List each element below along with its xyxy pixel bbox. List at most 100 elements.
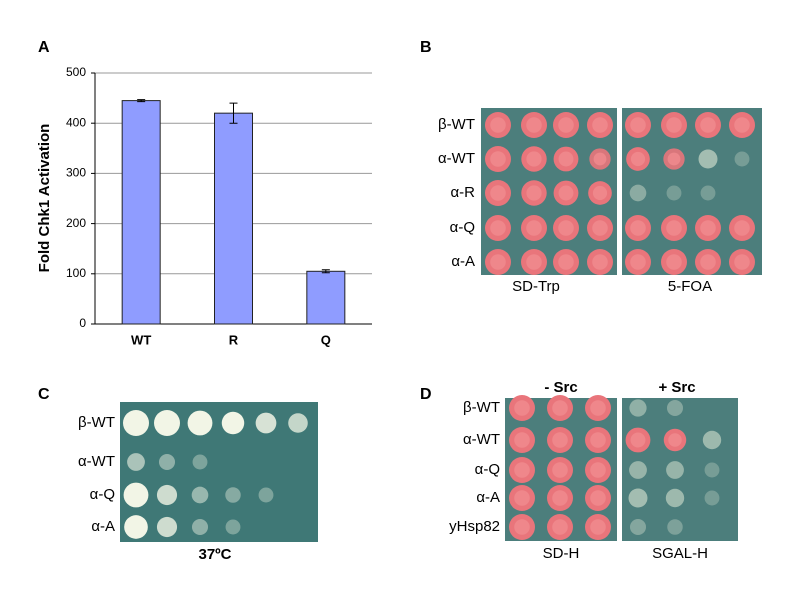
colony-highlight bbox=[514, 462, 530, 478]
colony-highlight bbox=[700, 220, 716, 236]
colony-highlight bbox=[514, 490, 530, 506]
colony-highlight bbox=[592, 117, 608, 133]
colony-highlight bbox=[668, 433, 682, 447]
error-bar bbox=[229, 102, 238, 124]
row-label: α-A bbox=[451, 253, 475, 270]
colony-highlight bbox=[630, 117, 646, 133]
column-header: - Src bbox=[544, 379, 577, 396]
bar bbox=[214, 112, 253, 325]
bar bbox=[121, 100, 161, 325]
condition-label: 37ºC bbox=[199, 546, 232, 563]
row-label: β-WT bbox=[463, 399, 500, 416]
colony-spot bbox=[666, 185, 682, 201]
colony-highlight bbox=[526, 117, 542, 133]
error-bar bbox=[137, 99, 146, 103]
colony-spot bbox=[123, 482, 149, 508]
row-label: α-Q bbox=[90, 486, 115, 503]
x-tick-label: Q bbox=[321, 332, 331, 347]
colony-highlight bbox=[490, 117, 506, 133]
colony-highlight bbox=[552, 490, 568, 506]
colony-spot bbox=[158, 453, 176, 471]
colony-highlight bbox=[590, 462, 606, 478]
colony-highlight bbox=[526, 185, 542, 201]
y-tick-label: 0 bbox=[79, 316, 86, 330]
row-label: β-WT bbox=[78, 414, 115, 431]
colony-highlight bbox=[514, 519, 530, 535]
plate bbox=[120, 402, 318, 542]
colony-highlight bbox=[734, 254, 750, 270]
colony-spot bbox=[225, 487, 241, 503]
y-tick-label: 500 bbox=[66, 65, 86, 79]
colony-highlight bbox=[552, 400, 568, 416]
colony-spot bbox=[629, 184, 647, 202]
colony-highlight bbox=[490, 151, 506, 167]
colony-spot bbox=[734, 151, 750, 167]
colony-spot bbox=[156, 484, 178, 506]
colony-spot bbox=[698, 149, 718, 169]
y-tick-label: 200 bbox=[66, 216, 86, 230]
colony-highlight bbox=[630, 220, 646, 236]
colony-highlight bbox=[558, 151, 574, 167]
bar bbox=[306, 270, 346, 325]
colony-highlight bbox=[514, 432, 530, 448]
x-tick-label: WT bbox=[131, 332, 151, 347]
colony-highlight bbox=[490, 254, 506, 270]
colony-highlight bbox=[526, 151, 542, 167]
colony-spot bbox=[123, 410, 149, 436]
colony-highlight bbox=[700, 117, 716, 133]
colony-spot bbox=[665, 488, 685, 508]
colony-highlight bbox=[666, 254, 682, 270]
column-label: SD-H bbox=[543, 545, 580, 562]
row-label: α-A bbox=[476, 489, 500, 506]
y-tick-label: 300 bbox=[66, 166, 86, 180]
colony-spot bbox=[666, 461, 684, 479]
colony-highlight bbox=[558, 220, 574, 236]
x-tick-label: R bbox=[229, 332, 239, 347]
colony-highlight bbox=[552, 462, 568, 478]
colony-highlight bbox=[590, 400, 606, 416]
colony-highlight bbox=[490, 185, 506, 201]
y-tick-label: 100 bbox=[66, 266, 86, 280]
colony-spot bbox=[192, 454, 208, 470]
column-label: 5-FOA bbox=[668, 278, 712, 295]
colony-spot bbox=[702, 430, 722, 450]
colony-spot bbox=[700, 185, 716, 201]
colony-highlight bbox=[700, 254, 716, 270]
row-label: β-WT bbox=[438, 116, 475, 133]
colony-highlight bbox=[630, 151, 646, 167]
panel-label: D bbox=[420, 386, 432, 403]
row-label: α-Q bbox=[475, 461, 500, 478]
colony-highlight bbox=[590, 432, 606, 448]
colony-spot bbox=[225, 519, 241, 535]
colony-spot bbox=[191, 518, 209, 536]
colony-highlight bbox=[592, 254, 608, 270]
row-label: yHsp82 bbox=[449, 518, 500, 535]
colony-spot bbox=[704, 462, 720, 478]
colony-highlight bbox=[514, 400, 530, 416]
row-label: α-WT bbox=[78, 453, 115, 470]
colony-highlight bbox=[666, 117, 682, 133]
colony-highlight bbox=[526, 254, 542, 270]
colony-spot bbox=[154, 410, 180, 436]
colony-spot bbox=[191, 486, 209, 504]
column-label: SGAL-H bbox=[652, 545, 708, 562]
colony-highlight bbox=[592, 185, 608, 201]
colony-spot bbox=[255, 412, 277, 434]
colony-spot bbox=[704, 490, 720, 506]
colony-highlight bbox=[558, 117, 574, 133]
colony-highlight bbox=[592, 220, 608, 236]
panel-label: A bbox=[38, 39, 50, 56]
colony-spot bbox=[628, 488, 648, 508]
row-label: α-WT bbox=[438, 150, 475, 167]
error-bar bbox=[321, 269, 330, 274]
colony-spot bbox=[629, 399, 647, 417]
colony-spot bbox=[629, 461, 647, 479]
colony-highlight bbox=[558, 254, 574, 270]
colony-highlight bbox=[734, 220, 750, 236]
colony-highlight bbox=[552, 519, 568, 535]
colony-highlight bbox=[590, 490, 606, 506]
y-axis-label: Fold Chk1 Activation bbox=[36, 124, 53, 273]
colony-spot bbox=[221, 411, 245, 435]
colony-highlight bbox=[490, 220, 506, 236]
